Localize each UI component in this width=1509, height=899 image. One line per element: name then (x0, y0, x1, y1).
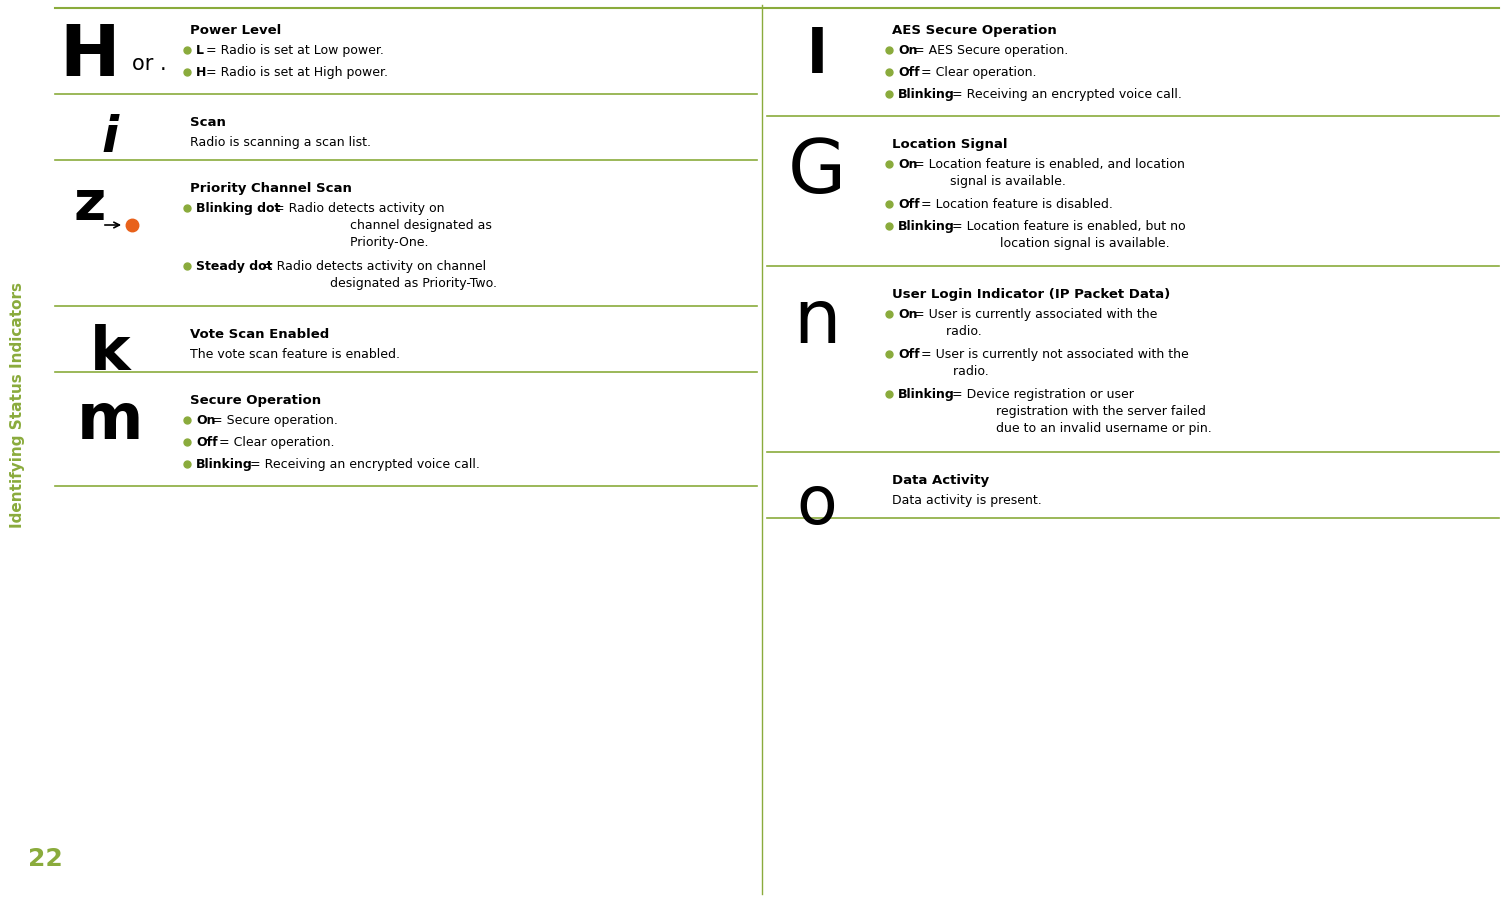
Text: 22: 22 (29, 847, 63, 871)
Text: On: On (898, 44, 917, 57)
Text: Blinking: Blinking (898, 220, 955, 233)
Text: i: i (101, 114, 119, 162)
Text: = Radio is set at High power.: = Radio is set at High power. (202, 66, 388, 79)
Text: = User is currently not associated with the
         radio.: = User is currently not associated with … (916, 348, 1189, 378)
Text: Data activity is present.: Data activity is present. (892, 494, 1041, 507)
Text: = Radio detects activity on channel
                  designated as Priority-Two: = Radio detects activity on channel desi… (258, 260, 496, 290)
Text: = Location feature is enabled, and location
          signal is available.: = Location feature is enabled, and locat… (910, 158, 1186, 188)
Text: = Clear operation.: = Clear operation. (214, 436, 333, 449)
Text: Off: Off (898, 198, 919, 211)
Text: On: On (898, 158, 917, 171)
Text: Blinking: Blinking (196, 458, 252, 471)
Text: = User is currently associated with the
         radio.: = User is currently associated with the … (910, 308, 1157, 338)
Text: k: k (89, 324, 130, 383)
Text: n: n (794, 286, 841, 359)
Text: Steady dot: Steady dot (196, 260, 273, 273)
Text: G: G (788, 136, 847, 209)
Text: Blinking: Blinking (898, 88, 955, 101)
Text: Power Level: Power Level (190, 24, 281, 37)
Text: Off: Off (196, 436, 217, 449)
Text: Blinking: Blinking (898, 388, 955, 401)
Text: = Receiving an encrypted voice call.: = Receiving an encrypted voice call. (948, 88, 1182, 101)
Text: H: H (196, 66, 207, 79)
Text: = Receiving an encrypted voice call.: = Receiving an encrypted voice call. (246, 458, 480, 471)
Text: AES Secure Operation: AES Secure Operation (892, 24, 1056, 37)
Text: Radio is scanning a scan list.: Radio is scanning a scan list. (190, 136, 371, 149)
Text: = Secure operation.: = Secure operation. (208, 414, 338, 427)
Text: = Clear operation.: = Clear operation. (916, 66, 1037, 79)
Text: On: On (196, 414, 216, 427)
Text: Blinking dot: Blinking dot (196, 202, 281, 215)
Text: = Radio is set at Low power.: = Radio is set at Low power. (202, 44, 385, 57)
Text: Location Signal: Location Signal (892, 138, 1008, 151)
Text: m: m (77, 390, 143, 452)
Text: = Radio detects activity on
                    channel designated as
          : = Radio detects activity on channel desi… (270, 202, 492, 249)
Text: The vote scan feature is enabled.: The vote scan feature is enabled. (190, 348, 400, 361)
Text: Vote Scan Enabled: Vote Scan Enabled (190, 328, 329, 341)
Text: Scan: Scan (190, 116, 226, 129)
Text: = Device registration or user
            registration with the server failed
  : = Device registration or user registrati… (948, 388, 1212, 435)
Text: H: H (60, 22, 121, 91)
Text: Identifying Status Indicators: Identifying Status Indicators (11, 281, 26, 528)
Text: On: On (898, 308, 917, 321)
Text: = Location feature is disabled.: = Location feature is disabled. (916, 198, 1112, 211)
Text: = AES Secure operation.: = AES Secure operation. (910, 44, 1068, 57)
Text: Priority Channel Scan: Priority Channel Scan (190, 182, 352, 195)
Text: z: z (74, 178, 106, 232)
Text: Off: Off (898, 66, 919, 79)
Text: l: l (807, 27, 827, 86)
Text: = Location feature is enabled, but no
             location signal is available.: = Location feature is enabled, but no lo… (948, 220, 1185, 250)
Text: or .: or . (131, 54, 166, 74)
Text: Off: Off (898, 348, 919, 361)
Text: L: L (196, 44, 204, 57)
Text: Data Activity: Data Activity (892, 474, 990, 487)
Text: User Login Indicator (IP Packet Data): User Login Indicator (IP Packet Data) (892, 288, 1171, 301)
Text: o: o (797, 472, 837, 538)
Text: Secure Operation: Secure Operation (190, 394, 321, 407)
